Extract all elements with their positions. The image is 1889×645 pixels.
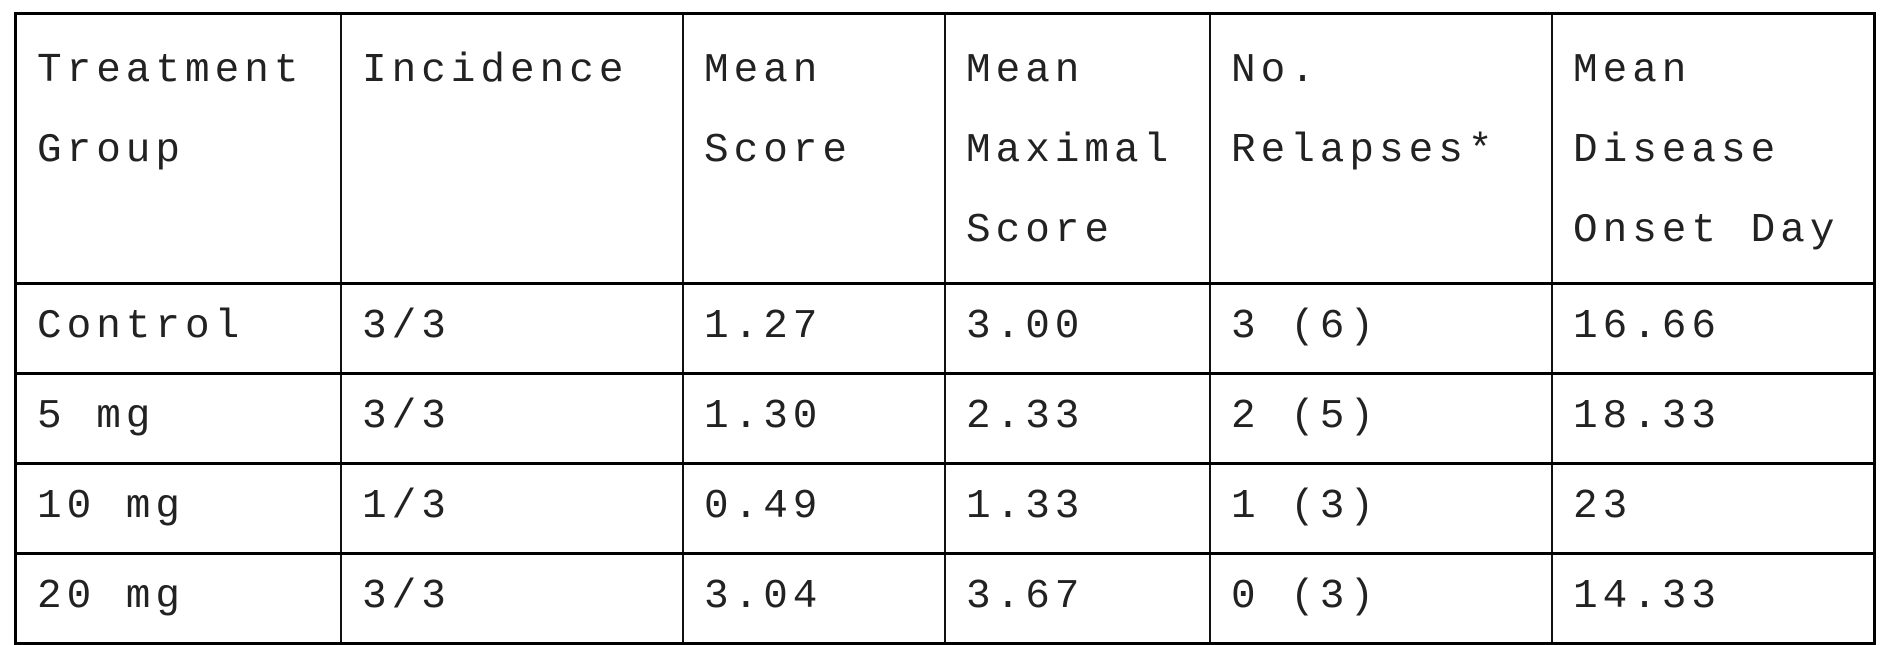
header-no-relapses: No. Relapses* xyxy=(1210,14,1552,284)
cell-incidence: 3/3 xyxy=(341,374,683,464)
cell-no-relapses: 0 (3) xyxy=(1210,554,1552,644)
cell-mean-disease-onset-day: 14.33 xyxy=(1552,554,1875,644)
header-mean-disease-onset-day: Mean Disease Onset Day xyxy=(1552,14,1875,284)
header-incidence: Incidence xyxy=(341,14,683,284)
cell-incidence: 3/3 xyxy=(341,284,683,374)
header-mean-score: Mean Score xyxy=(683,14,945,284)
cell-mean-score: 3.04 xyxy=(683,554,945,644)
header-mean-maximal-score: Mean Maximal Score xyxy=(945,14,1210,284)
cell-treatment-group: 10 mg xyxy=(16,464,342,554)
cell-mean-disease-onset-day: 18.33 xyxy=(1552,374,1875,464)
cell-incidence: 1/3 xyxy=(341,464,683,554)
cell-mean-maximal-score: 2.33 xyxy=(945,374,1210,464)
table-row: Control3/31.273.003 (6)16.66 xyxy=(16,284,1875,374)
cell-no-relapses: 1 (3) xyxy=(1210,464,1552,554)
cell-mean-maximal-score: 3.00 xyxy=(945,284,1210,374)
results-table: Treatment GroupIncidenceMean ScoreMean M… xyxy=(14,12,1876,645)
table-row: 5 mg3/31.302.332 (5)18.33 xyxy=(16,374,1875,464)
header-row: Treatment GroupIncidenceMean ScoreMean M… xyxy=(16,14,1875,284)
cell-mean-score: 1.27 xyxy=(683,284,945,374)
cell-mean-maximal-score: 1.33 xyxy=(945,464,1210,554)
cell-mean-score: 0.49 xyxy=(683,464,945,554)
table-row: 20 mg3/33.043.670 (3)14.33 xyxy=(16,554,1875,644)
header-treatment-group: Treatment Group xyxy=(16,14,342,284)
cell-treatment-group: 5 mg xyxy=(16,374,342,464)
cell-incidence: 3/3 xyxy=(341,554,683,644)
cell-treatment-group: Control xyxy=(16,284,342,374)
cell-mean-score: 1.30 xyxy=(683,374,945,464)
cell-mean-disease-onset-day: 23 xyxy=(1552,464,1875,554)
table-row: 10 mg1/30.491.331 (3)23 xyxy=(16,464,1875,554)
cell-treatment-group: 20 mg xyxy=(16,554,342,644)
cell-mean-maximal-score: 3.67 xyxy=(945,554,1210,644)
cell-no-relapses: 2 (5) xyxy=(1210,374,1552,464)
cell-no-relapses: 3 (6) xyxy=(1210,284,1552,374)
cell-mean-disease-onset-day: 16.66 xyxy=(1552,284,1875,374)
